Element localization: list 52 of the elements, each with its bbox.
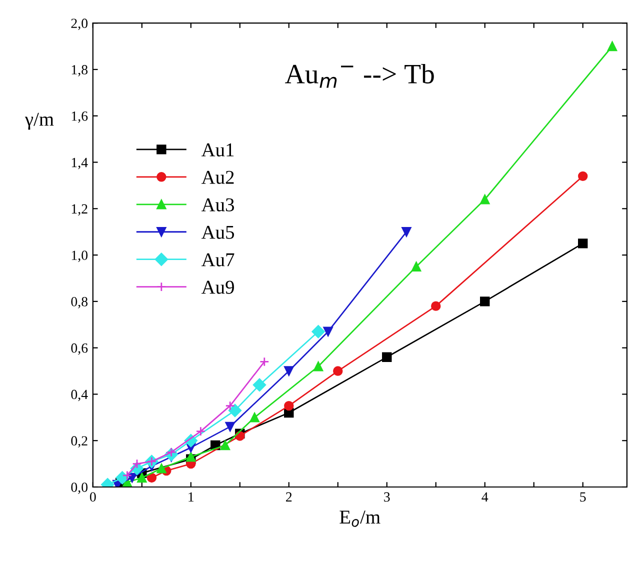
point <box>156 464 166 474</box>
point <box>252 378 266 392</box>
point <box>260 356 270 367</box>
point <box>250 412 260 422</box>
legend-label: Au9 <box>201 280 234 294</box>
x-tick-label: 3 <box>384 492 390 502</box>
point <box>333 366 343 376</box>
point <box>137 472 147 483</box>
point <box>312 324 325 338</box>
point <box>228 404 242 418</box>
y-tick-label: 0,2 <box>71 436 88 448</box>
legend-label: Au1 <box>201 143 234 156</box>
y-tick-label: 0,4 <box>71 390 88 402</box>
text: Au$_{m}$$^{−}$ --> Tb <box>285 64 434 88</box>
point <box>284 400 294 411</box>
x-tick-label: 0 <box>90 492 96 502</box>
legend-label: Au2 <box>201 170 234 184</box>
y-tick-label: 1,2 <box>72 204 88 216</box>
point <box>284 366 294 376</box>
y-tick-label: 2,0 <box>71 18 88 30</box>
point <box>196 426 206 436</box>
legend-label: Au7 <box>201 253 234 266</box>
point <box>382 352 392 362</box>
y-tick-label: 1,8 <box>72 65 88 76</box>
point <box>402 226 412 237</box>
point <box>225 422 235 432</box>
legend-label: Au3 <box>201 198 234 212</box>
y-axis-title: γ/m <box>24 112 54 130</box>
y-tick-label: 0,0 <box>71 482 88 494</box>
y-tick-label: 1,4 <box>72 158 88 170</box>
x-tick-label: 4 <box>482 492 488 502</box>
point <box>146 472 157 483</box>
x-tick-label: 2 <box>286 492 292 502</box>
point <box>220 440 230 450</box>
point <box>186 452 196 462</box>
point <box>313 362 324 372</box>
legend-label: Au5 <box>201 226 234 239</box>
point <box>431 301 441 311</box>
point <box>411 262 422 272</box>
x-tick-label: 5 <box>580 492 586 502</box>
point <box>578 171 588 182</box>
point <box>323 326 333 336</box>
point <box>578 238 588 248</box>
y-tick-label: 0,6 <box>71 343 88 355</box>
y-tick-label: 1,6 <box>72 111 88 123</box>
x-axis-title: E$_{o}$/m <box>340 510 380 527</box>
point <box>480 194 490 204</box>
point <box>607 41 618 52</box>
y-tick-label: 0,8 <box>71 297 88 308</box>
x-tick-label: 1 <box>188 492 194 502</box>
point <box>480 296 490 306</box>
y-tick-label: 1,0 <box>72 250 88 262</box>
